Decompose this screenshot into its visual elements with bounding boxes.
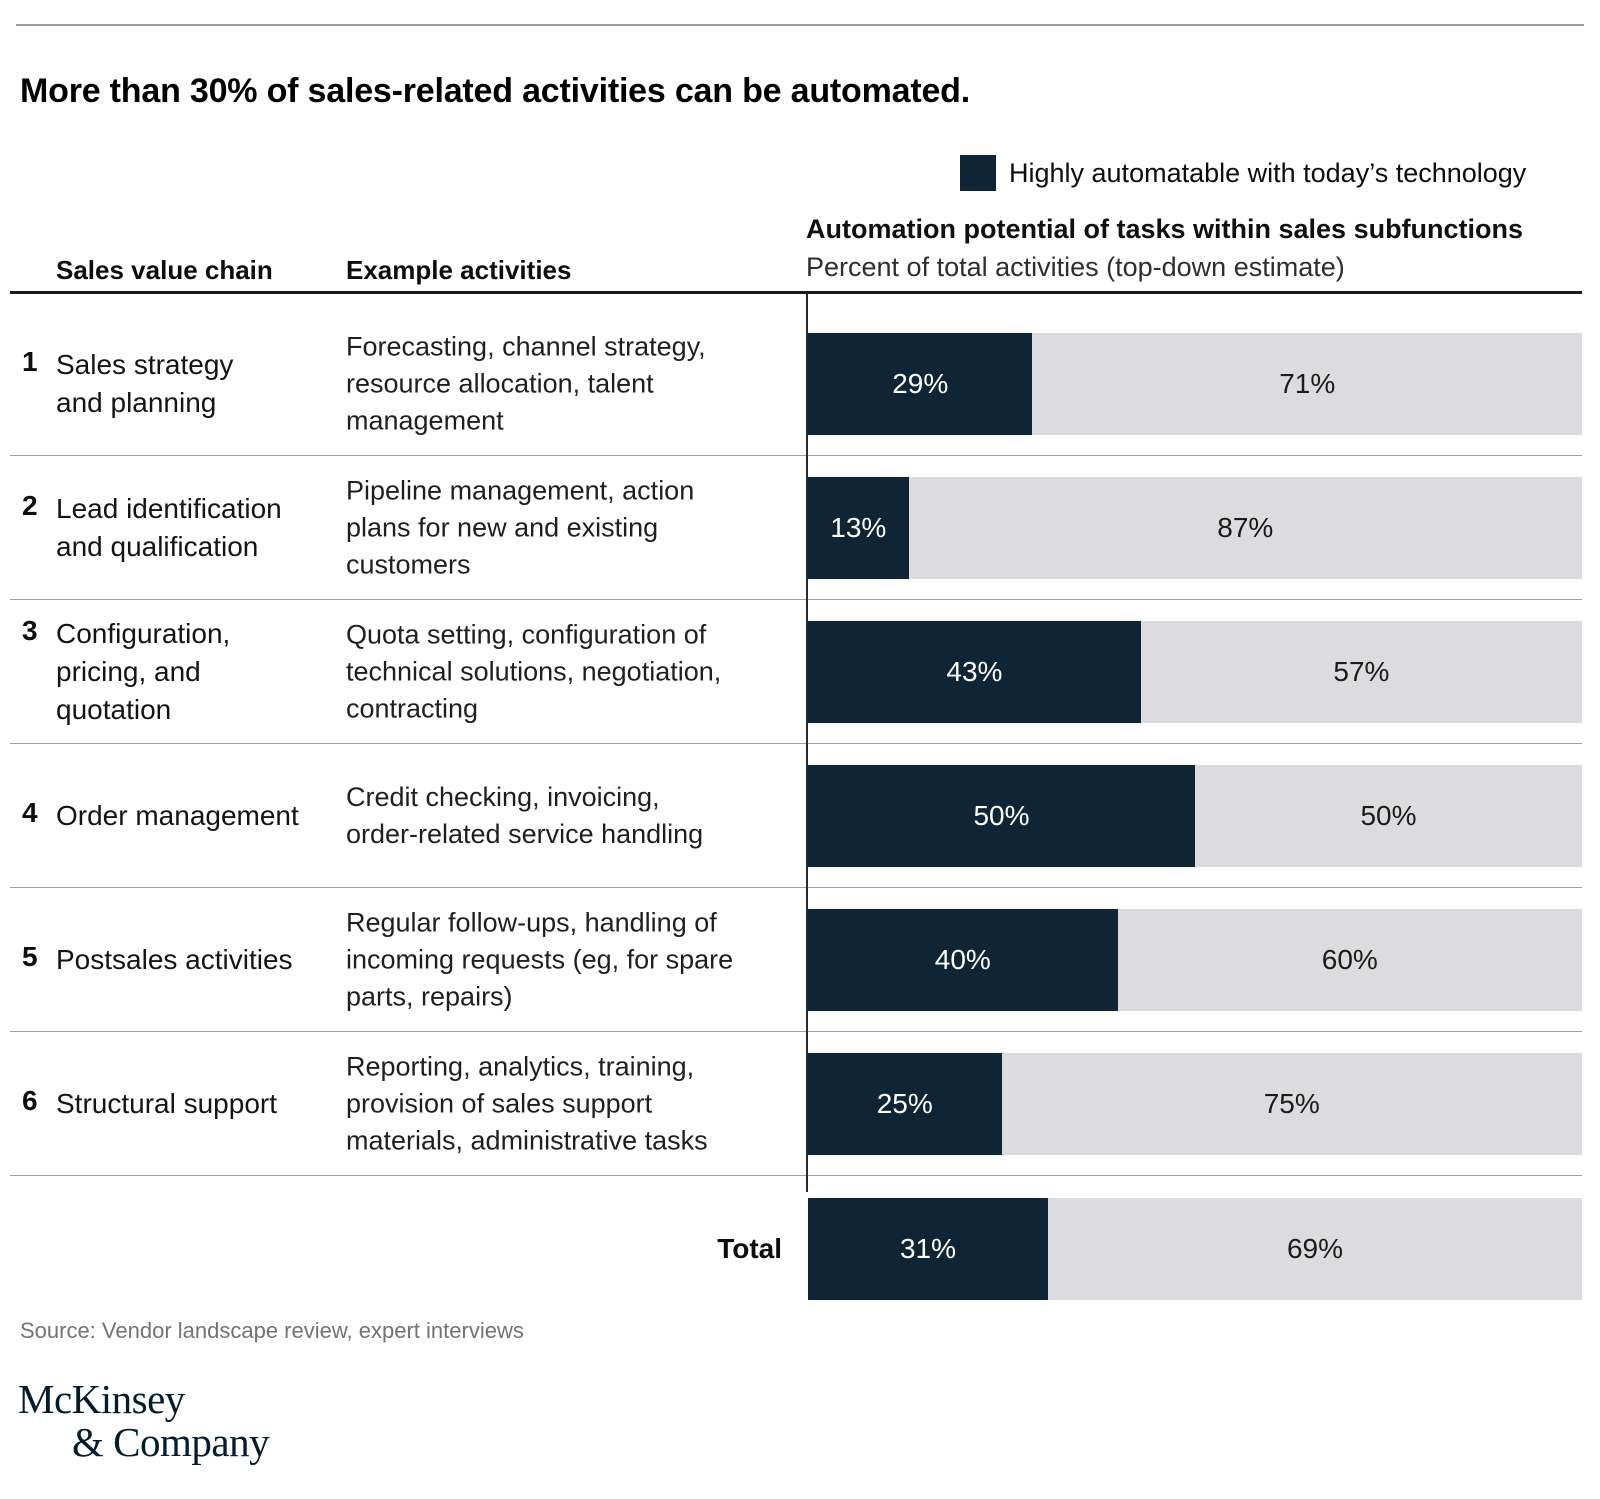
chart-axis-line [806,294,808,1192]
page-title: More than 30% of sales-related activitie… [20,72,970,110]
bar-value-label: 40% [934,943,991,975]
row-label: Structural support [56,1087,277,1119]
stacked-bar: 50% 50% [808,764,1582,867]
row-number: 1 [22,345,38,377]
bar-value-label: 50% [1360,799,1417,831]
bar-value-label: 31% [899,1233,956,1264]
bar-segment-remainder: 50% [1195,764,1582,867]
stacked-bar: 43% 57% [808,620,1582,723]
row-activities: Regular follow-ups, handling of incoming… [346,907,734,1011]
table-body: 1 Sales strategy and planning Forecastin… [10,294,1582,1322]
bar-value-label: 75% [1263,1087,1320,1119]
bar-value-label: 87% [1217,511,1274,543]
mckinsey-logo: McKinsey & Company [18,1376,270,1465]
bar-segment-automatable: 25% [808,1052,1002,1155]
table-row-1: 1 Sales strategy and planning Forecastin… [10,294,1582,456]
stacked-bar: 29% 71% [808,332,1582,435]
bar-value-label: 71% [1279,367,1336,399]
chart-subtitle: Percent of total activities (top-down es… [806,252,1345,282]
row-activities: Reporting, analytics, training, provisio… [346,1051,708,1155]
table-row-6: 6 Structural support Reporting, analytic… [10,1032,1582,1176]
stacked-bar: 40% 60% [808,908,1582,1011]
bar-segment-automatable: 50% [808,764,1195,867]
bar-value-label: 13% [830,511,887,543]
legend-label: Highly automatable with today’s technolo… [1009,157,1527,188]
row-label: Sales strategy and planning [56,348,234,418]
row-label-group: 4 Order management [22,797,322,835]
row-activities: Quota setting, configuration of technica… [346,619,722,723]
bar-value-label: 57% [1333,655,1390,687]
logo-line2: & Company [72,1419,270,1465]
bar-segment-automatable: 13% [808,476,909,579]
bar-segment-remainder: 60% [1117,908,1582,1011]
bar-segment-automatable: 43% [808,620,1141,723]
row-activities: Forecasting, channel strategy, resource … [346,331,706,435]
table-row-5: 5 Postsales activities Regular follow-up… [10,888,1582,1032]
source-note: Source: Vendor landscape review, expert … [20,1318,524,1343]
column-header-sales-value-chain: Sales value chain [56,255,273,285]
bar-value-label: 43% [946,655,1003,687]
row-number: 6 [22,1084,38,1116]
bar-segment-remainder: 71% [1032,332,1582,435]
bar-segment-remainder: 75% [1001,1052,1582,1155]
row-label-group: 2 Lead identification and qualification [22,490,322,566]
row-label-group: 6 Structural support [22,1085,322,1123]
row-label: Configuration, pricing, and quotation [56,617,231,725]
row-label-group: 1 Sales strategy and planning [22,346,322,422]
legend: Highly automatable with today’s technolo… [960,155,1526,191]
logo-line1: McKinsey [18,1376,185,1422]
table-row-3: 3 Configuration, pricing, and quotation … [10,600,1582,744]
bar-segment-automatable: 31% [808,1198,1048,1300]
row-activities: Pipeline management, action plans for ne… [346,475,695,579]
total-label: Total [717,1233,782,1264]
row-number: 2 [22,489,38,521]
bar-segment-remainder: 87% [908,476,1582,579]
row-label: Postsales activities [56,943,293,975]
bar-value-label: 29% [892,367,949,399]
table-row-4: 4 Order management Credit checking, invo… [10,744,1582,888]
top-divider [16,24,1584,26]
bar-value-label: 69% [1286,1233,1343,1264]
column-header-example-activities: Example activities [346,255,572,285]
row-activities: Credit checking, invoicing, order-relate… [346,781,704,849]
table-row-2: 2 Lead identification and qualification … [10,456,1582,600]
header-divider [10,291,1582,294]
stacked-bar: 25% 75% [808,1052,1582,1155]
total-row: Total 31% 69% [10,1176,1582,1322]
bar-value-label: 60% [1321,943,1378,975]
row-number: 5 [22,940,38,972]
bar-value-label: 25% [876,1087,933,1119]
row-label: Order management [56,799,299,831]
row-number: 4 [22,796,38,828]
stacked-bar: 13% 87% [808,476,1582,579]
stacked-bar-total: 31% 69% [808,1198,1582,1300]
bar-value-label: 50% [973,799,1030,831]
chart-title: Automation potential of tasks within sal… [806,214,1524,244]
row-label-group: 5 Postsales activities [22,941,322,979]
bar-segment-remainder: 57% [1140,620,1582,723]
bar-segment-automatable: 29% [808,332,1033,435]
row-label-group: 3 Configuration, pricing, and quotation [22,615,322,729]
row-label: Lead identification and qualification [56,492,282,562]
bar-segment-remainder: 69% [1047,1198,1582,1300]
row-number: 3 [22,614,38,646]
legend-swatch-icon [960,155,996,191]
bar-segment-automatable: 40% [808,908,1118,1011]
